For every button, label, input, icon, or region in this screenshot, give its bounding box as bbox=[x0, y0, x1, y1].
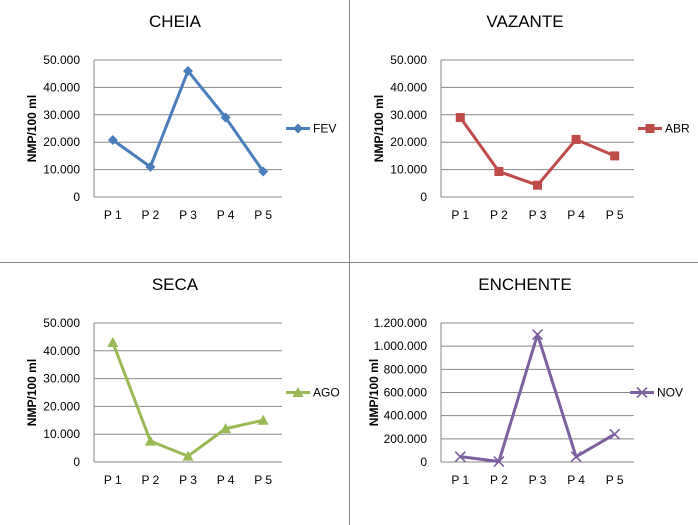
y-tick-label: 30.000 bbox=[43, 108, 80, 122]
x-tick-label: P 5 bbox=[606, 208, 624, 222]
y-tick-label: 10.000 bbox=[43, 427, 80, 441]
y-tick-label: 50.000 bbox=[43, 53, 80, 67]
data-point bbox=[494, 167, 504, 177]
chart-panel-enchente: ENCHENTE 0 200.000 400.000 600.000 800.000 1.0… bbox=[367, 275, 683, 487]
y-tick-label: 40.000 bbox=[390, 80, 427, 94]
chart-title: VAZANTE bbox=[486, 12, 563, 31]
x-tick-label: P 2 bbox=[490, 473, 508, 487]
legend-label: AGO bbox=[313, 386, 340, 400]
x-tick-label: P 1 bbox=[104, 208, 122, 222]
data-point bbox=[258, 166, 269, 177]
x-tick-label: P 2 bbox=[490, 208, 508, 222]
legend-marker bbox=[293, 123, 303, 134]
data-point bbox=[220, 423, 232, 434]
chart-title: SECA bbox=[152, 275, 199, 294]
legend-marker bbox=[645, 124, 655, 133]
x-tick-label: P 1 bbox=[104, 473, 122, 487]
x-tick-label: P 1 bbox=[451, 208, 469, 222]
x-tick-label: P 4 bbox=[567, 208, 585, 222]
data-point bbox=[182, 450, 194, 461]
y-tick-label: 1.200.000 bbox=[374, 316, 428, 330]
y-tick-label: 0 bbox=[420, 190, 427, 204]
legend-marker bbox=[636, 386, 648, 399]
y-tick-label: 20.000 bbox=[43, 399, 80, 413]
series-line-fev bbox=[111, 69, 265, 173]
x-tick-label: P 5 bbox=[254, 208, 272, 222]
chart-title: CHEIA bbox=[149, 12, 202, 31]
y-tick-label: 800.000 bbox=[384, 362, 428, 376]
y-tick-label: 30.000 bbox=[390, 108, 427, 122]
y-tick-label: 10.000 bbox=[43, 163, 80, 177]
x-tick-label: P 4 bbox=[567, 473, 585, 487]
x-tick-label: P 4 bbox=[217, 208, 235, 222]
y-tick-label: 0 bbox=[73, 190, 80, 204]
data-point bbox=[454, 451, 466, 463]
data-point bbox=[570, 451, 582, 463]
series-line-nov bbox=[460, 333, 616, 464]
y-tick-label: 20.000 bbox=[43, 135, 80, 149]
x-tick-label: P 2 bbox=[142, 208, 160, 222]
data-point bbox=[571, 134, 581, 144]
x-tick-label: P 2 bbox=[142, 473, 160, 487]
y-axis-label: NMP/100 ml bbox=[367, 359, 381, 426]
data-point bbox=[493, 455, 505, 468]
x-tick-label: P 3 bbox=[529, 208, 547, 222]
y-tick-label: 200.000 bbox=[384, 432, 428, 446]
y-tick-label: 50.000 bbox=[390, 53, 427, 67]
data-point bbox=[610, 151, 620, 161]
legend-label: ABR bbox=[665, 122, 690, 136]
y-axis-label: NMP/100 ml bbox=[25, 95, 39, 162]
chart-panel-vazante: VAZANTE 0 10.000 20.000 30.000 40.000 50.000 P … bbox=[372, 12, 690, 222]
y-tick-label: 0 bbox=[73, 455, 80, 469]
y-tick-label: 20.000 bbox=[390, 135, 427, 149]
x-tick-label: P 4 bbox=[217, 473, 235, 487]
data-point bbox=[107, 135, 118, 146]
x-tick-label: P 5 bbox=[254, 473, 272, 487]
series-line-ago bbox=[111, 341, 264, 458]
chart-title: ENCHENTE bbox=[478, 275, 572, 294]
y-tick-label: 0 bbox=[420, 455, 427, 469]
data-point bbox=[107, 336, 119, 347]
x-tick-label: P 3 bbox=[179, 208, 197, 222]
legend-label: NOV bbox=[657, 386, 683, 400]
y-axis-label: NMP/100 ml bbox=[372, 95, 386, 162]
y-tick-label: 600.000 bbox=[384, 386, 428, 400]
legend-label: FEV bbox=[313, 122, 336, 136]
data-point bbox=[609, 428, 621, 440]
chart-panel-cheia: CHEIA 0 10.000 20.000 30.000 40.000 50.000 P 1 P… bbox=[25, 12, 336, 222]
legend-marker bbox=[292, 387, 304, 397]
x-tick-label: P 3 bbox=[529, 473, 547, 487]
y-tick-label: 10.000 bbox=[390, 163, 427, 177]
y-tick-label: 1.000.000 bbox=[374, 339, 428, 353]
y-axis-label: NMP/100 ml bbox=[25, 359, 39, 426]
y-tick-label: 40.000 bbox=[43, 344, 80, 358]
x-tick-label: P 1 bbox=[451, 473, 469, 487]
data-point bbox=[144, 435, 156, 446]
y-tick-label: 400.000 bbox=[384, 409, 428, 423]
x-tick-label: P 5 bbox=[606, 473, 624, 487]
y-tick-label: 40.000 bbox=[43, 80, 80, 94]
y-tick-label: 30.000 bbox=[43, 372, 80, 386]
data-point bbox=[531, 329, 544, 341]
data-point bbox=[455, 113, 465, 123]
data-point bbox=[220, 112, 231, 123]
data-point bbox=[533, 180, 542, 190]
data-point bbox=[257, 414, 269, 425]
chart-panel-seca: SECA 0 10.000 20.000 30.000 40.000 50.000 P 1 P … bbox=[25, 275, 340, 487]
y-tick-label: 50.000 bbox=[43, 316, 80, 330]
data-point bbox=[183, 65, 193, 76]
series-line-abr bbox=[459, 116, 616, 187]
data-point bbox=[145, 161, 156, 172]
x-tick-label: P 3 bbox=[179, 473, 197, 487]
